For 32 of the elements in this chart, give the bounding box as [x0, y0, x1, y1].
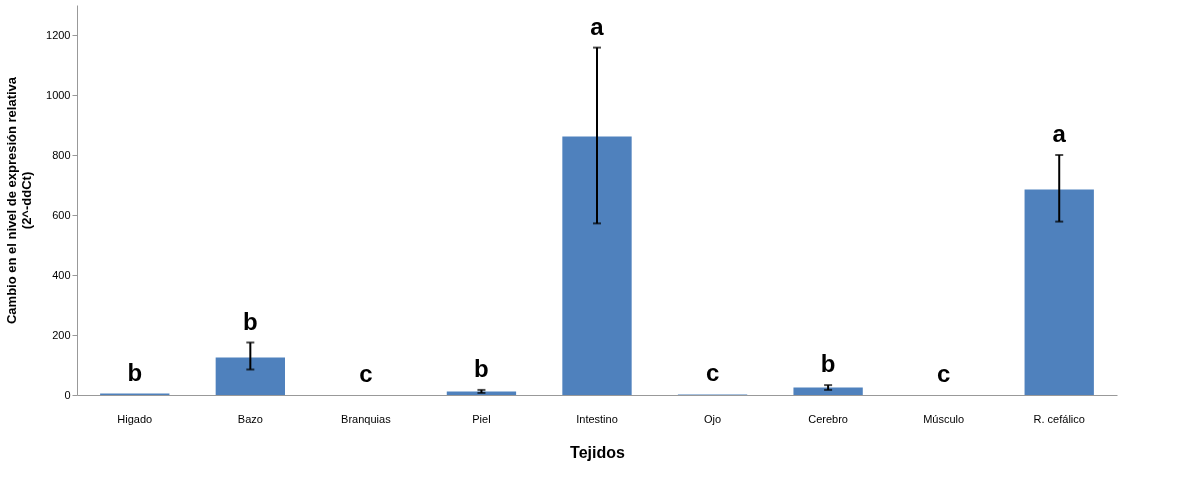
x-tick-label: Piel — [472, 412, 491, 425]
x-axis-title: Tejidos — [570, 443, 626, 461]
annotation: c — [936, 360, 951, 387]
y-tick-label: 800 — [52, 148, 71, 161]
annotation: b — [243, 307, 258, 335]
y-tick-label: 600 — [52, 208, 71, 221]
annotation: b — [474, 354, 489, 382]
x-tick-label: Músculo — [923, 412, 965, 425]
x-tick-label: Bazo — [237, 412, 263, 425]
y-tick-label: 1200 — [46, 28, 71, 41]
bar — [215, 357, 285, 395]
annotation: a — [590, 12, 605, 40]
bar — [793, 387, 863, 395]
bar — [1024, 189, 1094, 395]
y-axis-title: Cambio en el nivel de expresión relativa (2^-ddCt) — [4, 76, 35, 325]
x-tick-label: Intestino — [576, 412, 618, 425]
x-tick-label: R. cefálico — [1033, 412, 1085, 425]
x-tick-label: Branquias — [341, 412, 392, 425]
x-tick-label: Ojo — [703, 412, 722, 425]
annotation: b — [127, 358, 143, 386]
x-tick-label: Cerebro — [808, 412, 848, 425]
y-tick-label: 400 — [52, 268, 71, 281]
annotation: c — [359, 360, 373, 387]
annotation: a — [1052, 120, 1067, 147]
y-tick-label: 0 — [64, 388, 71, 401]
bar — [446, 391, 517, 395]
annotation: c — [705, 359, 720, 387]
y-tick-label: 200 — [52, 328, 71, 341]
annotation: b — [820, 350, 836, 378]
y-tick-label: 1000 — [46, 88, 71, 101]
x-tick-label: Higado — [117, 412, 153, 425]
bar — [562, 136, 632, 395]
